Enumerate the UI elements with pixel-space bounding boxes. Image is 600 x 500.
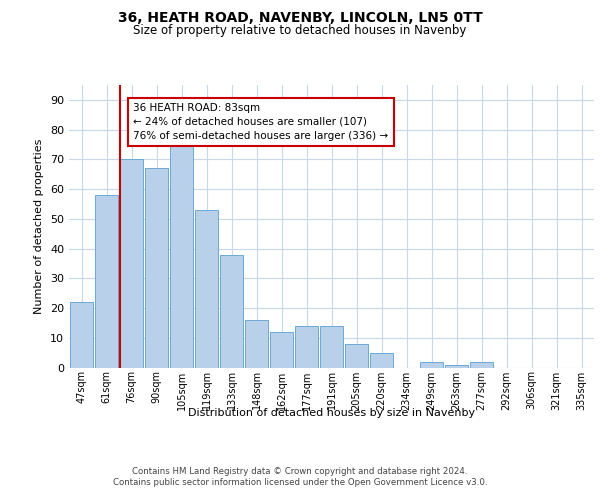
Text: 36 HEATH ROAD: 83sqm
← 24% of detached houses are smaller (107)
76% of semi-deta: 36 HEATH ROAD: 83sqm ← 24% of detached h… xyxy=(133,103,389,141)
Text: Size of property relative to detached houses in Navenby: Size of property relative to detached ho… xyxy=(133,24,467,37)
Bar xyxy=(470,362,493,368)
Bar xyxy=(344,344,368,367)
Bar xyxy=(269,332,293,368)
Bar xyxy=(70,302,94,368)
Bar xyxy=(170,142,193,368)
Bar xyxy=(220,254,244,368)
Bar xyxy=(119,160,143,368)
Text: Distribution of detached houses by size in Navenby: Distribution of detached houses by size … xyxy=(188,408,475,418)
Bar xyxy=(295,326,319,368)
Bar xyxy=(419,362,443,368)
Bar xyxy=(370,352,394,368)
Bar xyxy=(145,168,169,368)
Bar xyxy=(445,364,469,368)
Bar xyxy=(95,195,118,368)
Bar xyxy=(245,320,268,368)
Y-axis label: Number of detached properties: Number of detached properties xyxy=(34,138,44,314)
Text: Contains HM Land Registry data © Crown copyright and database right 2024.
Contai: Contains HM Land Registry data © Crown c… xyxy=(113,468,487,487)
Bar xyxy=(194,210,218,368)
Bar xyxy=(320,326,343,368)
Text: 36, HEATH ROAD, NAVENBY, LINCOLN, LN5 0TT: 36, HEATH ROAD, NAVENBY, LINCOLN, LN5 0T… xyxy=(118,11,482,25)
